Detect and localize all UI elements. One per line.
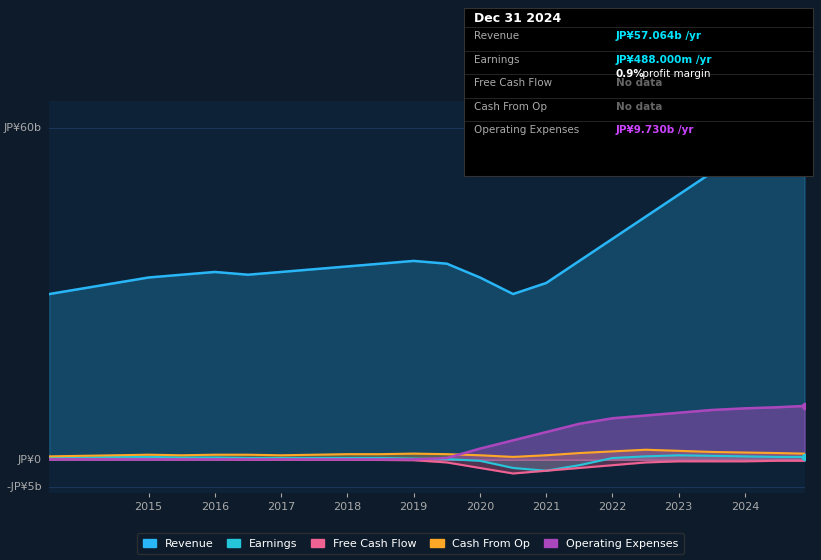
Text: JP¥60b: JP¥60b [4,123,42,133]
Text: Operating Expenses: Operating Expenses [474,125,579,136]
Legend: Revenue, Earnings, Free Cash Flow, Cash From Op, Operating Expenses: Revenue, Earnings, Free Cash Flow, Cash … [137,533,684,554]
Text: JP¥9.730b /yr: JP¥9.730b /yr [616,125,695,136]
Text: 0.9%: 0.9% [616,69,644,79]
Text: JP¥488.000m /yr: JP¥488.000m /yr [616,55,713,65]
Text: Dec 31 2024: Dec 31 2024 [474,12,561,25]
Point [798,452,811,461]
Point [798,138,811,147]
Text: -JP¥5b: -JP¥5b [6,482,42,492]
Text: No data: No data [616,102,662,112]
Text: Free Cash Flow: Free Cash Flow [474,78,552,88]
Point [798,402,811,410]
Text: Revenue: Revenue [474,31,519,41]
Text: Earnings: Earnings [474,55,519,65]
Text: profit margin: profit margin [639,69,710,79]
Text: Cash From Op: Cash From Op [474,102,547,112]
Text: No data: No data [616,78,662,88]
Text: JP¥57.064b /yr: JP¥57.064b /yr [616,31,702,41]
Text: JP¥0: JP¥0 [18,455,42,465]
